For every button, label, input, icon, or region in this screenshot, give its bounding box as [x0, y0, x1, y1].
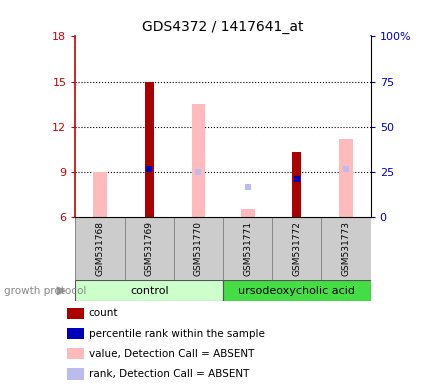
Bar [66, 368, 84, 379]
Text: percentile rank within the sample: percentile rank within the sample [89, 329, 264, 339]
Bar [66, 348, 84, 359]
Bar [75, 280, 223, 301]
Text: value, Detection Call = ABSENT: value, Detection Call = ABSENT [89, 349, 254, 359]
Bar [223, 280, 370, 301]
Text: growth protocol: growth protocol [4, 286, 86, 296]
Bar [321, 217, 370, 280]
Bar [191, 104, 205, 217]
Text: ursodeoxycholic acid: ursodeoxycholic acid [238, 286, 354, 296]
Bar [223, 217, 272, 280]
Bar [272, 217, 321, 280]
Text: GSM531770: GSM531770 [194, 221, 203, 276]
Text: control: control [129, 286, 168, 296]
Bar [240, 209, 254, 217]
Text: GSM531772: GSM531772 [292, 221, 301, 276]
Bar [173, 217, 223, 280]
Text: GSM531773: GSM531773 [341, 221, 350, 276]
Bar [75, 217, 124, 280]
Text: GSM531771: GSM531771 [243, 221, 252, 276]
Bar [66, 308, 84, 319]
Bar [93, 172, 107, 217]
Text: rank, Detection Call = ABSENT: rank, Detection Call = ABSENT [89, 369, 249, 379]
Title: GDS4372 / 1417641_at: GDS4372 / 1417641_at [142, 20, 303, 34]
Bar [144, 82, 154, 217]
Bar [292, 152, 301, 217]
Bar [66, 328, 84, 339]
Text: count: count [89, 308, 118, 318]
Text: GSM531768: GSM531768 [95, 221, 104, 276]
Text: GSM531769: GSM531769 [144, 221, 154, 276]
Bar [124, 217, 173, 280]
Bar [338, 139, 352, 217]
